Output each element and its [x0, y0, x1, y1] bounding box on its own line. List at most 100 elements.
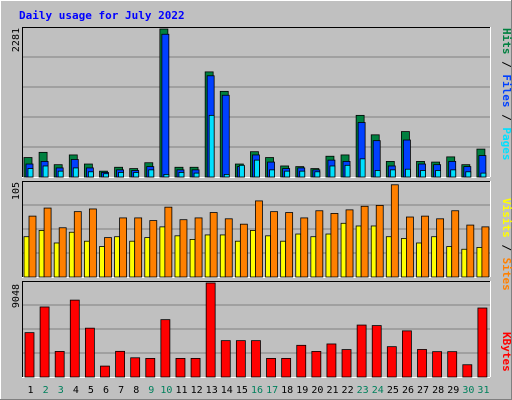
bar-visits-day-18	[280, 240, 287, 278]
bar-visits-day-15	[234, 240, 241, 278]
bar-visits-day-21	[325, 233, 332, 278]
bar-sites-day-7	[119, 217, 127, 278]
bar-sites-day-15	[239, 223, 248, 278]
bar-visits-day-16	[250, 230, 256, 278]
day-label-18: 18	[281, 385, 293, 396]
day-labels: 1 2 3 4 5 6 7 8 9 10 11 12 13 14 15 16 17 18 19 20 21 22 23 24 2…	[28, 385, 490, 396]
bar-visits-day-25	[385, 236, 392, 278]
bar-sites-day-26	[406, 216, 414, 278]
bar-pages-day-22	[344, 164, 351, 178]
bar-pages-day-25	[389, 169, 396, 178]
bar-sites-day-17	[270, 211, 278, 278]
day-label-9: 9	[148, 385, 154, 396]
bar-kbytes-day-7	[115, 350, 125, 378]
bar-visits-day-19	[295, 233, 302, 278]
bar-visits-day-28	[431, 236, 438, 278]
bar-kbytes-day-6	[100, 365, 110, 378]
bar-pages-day-19	[299, 170, 306, 178]
bar-visits-day-27	[416, 242, 422, 278]
bar-kbytes-day-30	[462, 364, 473, 378]
bar-visits-day-29	[446, 246, 453, 278]
bar-visits-day-24	[370, 225, 377, 278]
bar-kbytes-day-4	[69, 299, 80, 378]
bar-visits-day-22	[340, 222, 347, 278]
day-label-10: 10	[160, 385, 172, 396]
bar-kbytes-day-19	[296, 344, 307, 378]
legend-sep-2: /	[500, 108, 512, 128]
bar-pages-day-9	[148, 169, 155, 178]
bar-kbytes-day-20	[311, 351, 322, 378]
legend-sep-3: /	[500, 238, 512, 258]
bar-pages-day-5	[87, 171, 94, 178]
bar-pages-day-28	[435, 170, 442, 178]
bar-kbytes-day-18	[281, 358, 292, 378]
bar-kbytes-day-17	[266, 358, 276, 378]
kbytes-panel	[22, 281, 491, 378]
bar-pages-day-2	[42, 165, 49, 178]
day-label-2: 2	[43, 385, 49, 396]
day-label-17: 17	[266, 385, 278, 396]
day-label-13: 13	[206, 385, 218, 396]
bar-pages-day-1	[27, 168, 34, 178]
bar-sites-day-1	[28, 215, 37, 278]
bar-pages-day-24	[374, 170, 381, 178]
bar-kbytes-day-16	[251, 340, 261, 378]
bar-pages-day-30	[465, 171, 472, 178]
bar-kbytes-day-1	[24, 332, 35, 378]
bar-sites-day-9	[149, 220, 158, 278]
bar-sites-day-25	[390, 184, 399, 278]
bar-sites-day-28	[436, 218, 445, 278]
bar-visits-day-1	[23, 236, 30, 278]
bar-visits-day-11	[174, 235, 181, 278]
day-label-3: 3	[58, 385, 64, 396]
chart-title: Daily usage for July 2022	[19, 9, 185, 22]
day-label-12: 12	[191, 385, 203, 396]
bar-pages-day-11	[178, 172, 185, 178]
axis-label-hits-files-pages: Hits / Files / Pages	[500, 28, 512, 161]
bar-kbytes-day-11	[175, 358, 186, 378]
bar-sites-day-3	[58, 227, 67, 278]
bar-pages-day-10	[163, 174, 170, 178]
bar-pages-day-16	[254, 159, 260, 178]
day-label-24: 24	[372, 385, 384, 396]
bar-sites-day-27	[421, 215, 429, 278]
legend-files: Files	[500, 74, 512, 107]
day-label-6: 6	[103, 385, 109, 396]
bar-visits-day-26	[401, 238, 407, 278]
bar-kbytes-day-28	[432, 351, 443, 378]
bar-visits-day-13	[204, 234, 211, 278]
bar-visits-day-6	[99, 246, 105, 278]
bar-pages-day-8	[133, 172, 140, 178]
bar-pages-day-15	[238, 164, 245, 178]
bar-visits-day-5	[83, 240, 90, 278]
bar-kbytes-day-24	[371, 325, 382, 378]
bar-files-day-10	[161, 33, 170, 178]
max-label-hits: 2281	[11, 28, 22, 52]
bar-pages-day-26	[405, 168, 411, 178]
bar-sites-day-11	[179, 219, 188, 278]
bar-sites-day-14	[224, 218, 233, 278]
day-label-14: 14	[221, 385, 233, 396]
bar-sites-day-22	[345, 209, 354, 278]
bar-pages-day-18	[284, 170, 291, 178]
day-label-23: 23	[357, 385, 369, 396]
bar-kbytes-day-8	[130, 357, 141, 378]
bar-pages-day-4	[72, 167, 79, 178]
day-label-11: 11	[175, 385, 187, 396]
bar-kbytes-day-25	[386, 346, 397, 378]
bar-kbytes-day-21	[326, 343, 337, 378]
axis-label-kbytes: KBytes	[500, 332, 512, 372]
bar-visits-day-17	[265, 235, 271, 278]
day-label-8: 8	[133, 385, 139, 396]
bar-sites-day-8	[134, 217, 143, 278]
day-label-1: 1	[28, 385, 34, 396]
bar-sites-day-12	[194, 217, 203, 278]
bar-pages-day-21	[329, 165, 336, 178]
bar-kbytes-day-27	[417, 349, 427, 378]
bar-visits-day-8	[129, 240, 136, 278]
bar-sites-day-6	[104, 237, 112, 278]
bar-pages-day-13	[208, 114, 215, 178]
bar-sites-day-21	[330, 213, 339, 278]
day-label-31: 31	[477, 385, 489, 396]
bar-pages-day-31	[480, 172, 487, 178]
